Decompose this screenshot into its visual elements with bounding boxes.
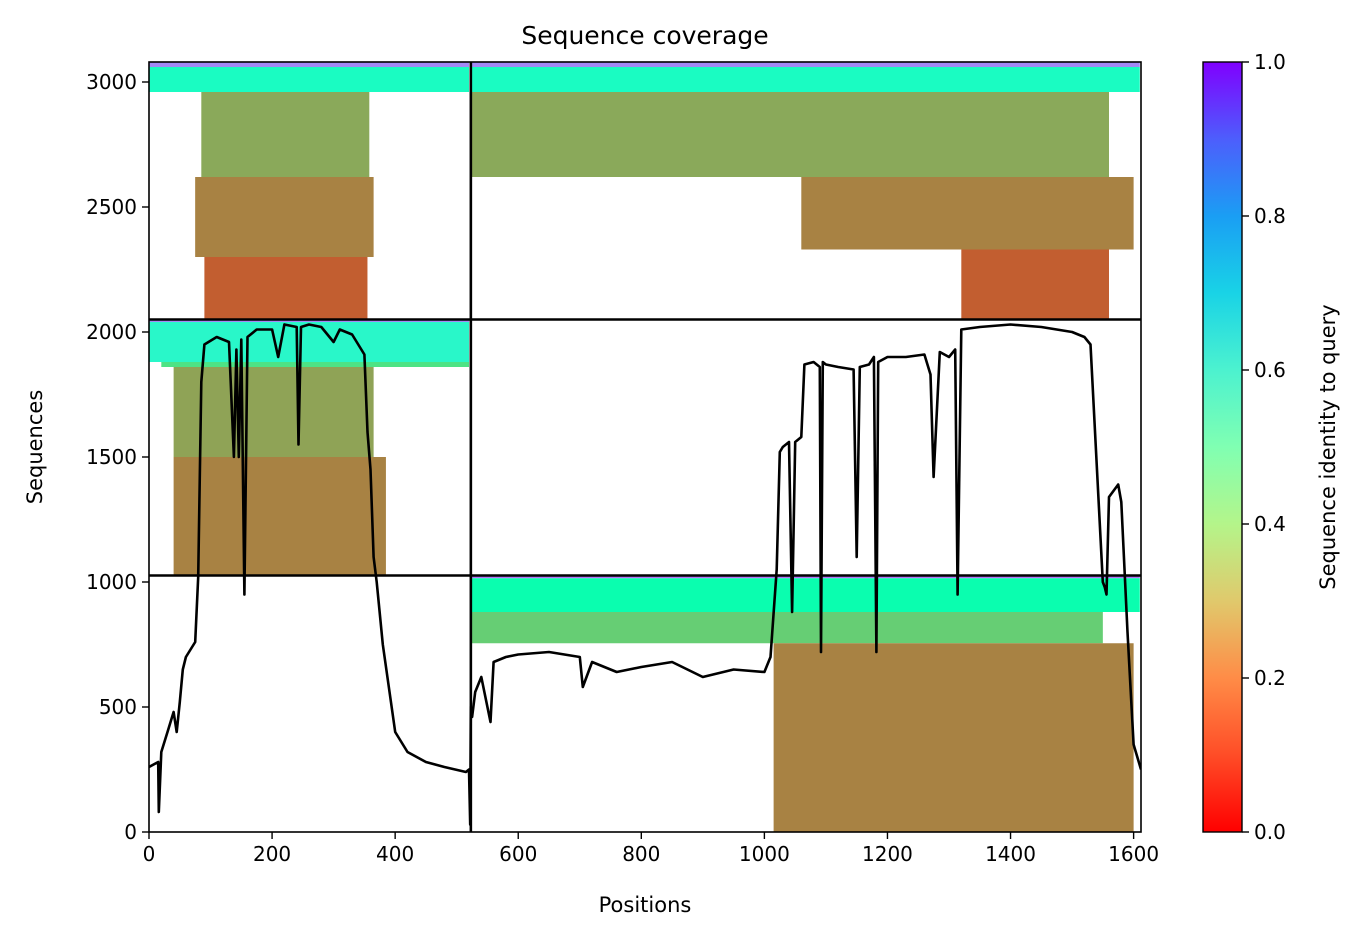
colorbar-tick-label: 0.6 (1254, 358, 1286, 382)
heatmap-band (195, 177, 374, 257)
heatmap-band (470, 575, 1140, 579)
heatmap-band (773, 643, 1134, 832)
heatmap-band (470, 62, 1140, 67)
colorbar-tick-label: 0.0 (1254, 820, 1286, 844)
coverage-line (149, 323, 1141, 826)
x-tick-label: 200 (253, 842, 291, 866)
x-tick-label: 800 (622, 842, 660, 866)
y-tick-label: 1000 (86, 570, 137, 594)
y-tick-label: 0 (124, 820, 137, 844)
heatmap-band (204, 257, 368, 320)
x-tick-label: 400 (376, 842, 414, 866)
heatmap-band (470, 578, 1140, 612)
coverage-line-layer (149, 323, 1141, 826)
y-axis-label: Sequences (23, 390, 47, 505)
heatmap-band (173, 457, 386, 576)
y-tick-label: 3000 (86, 70, 137, 94)
heatmap-band (149, 62, 469, 67)
heatmap-band (801, 177, 1134, 250)
x-tick-label: 1200 (862, 842, 913, 866)
heatmap-band (161, 362, 470, 367)
x-axis-ticks: 0 200 400 600 800 1000 1200 1400 1600 (143, 832, 1159, 866)
heatmap-band (470, 92, 1109, 177)
y-tick-label: 2000 (86, 320, 137, 344)
heatmap-band (173, 367, 374, 457)
heatmap-band (470, 67, 1140, 92)
colorbar-tick-label: 0.2 (1254, 666, 1286, 690)
heatmap-band (149, 67, 469, 92)
x-tick-label: 1000 (739, 842, 790, 866)
heatmap-band (470, 612, 1103, 644)
heatmap-band (149, 322, 469, 362)
block-upper-right (470, 62, 1140, 320)
y-tick-label: 500 (99, 695, 137, 719)
heatmap-band (961, 249, 1109, 320)
y-tick-label: 1500 (86, 445, 137, 469)
block-upper-left (149, 62, 469, 320)
heatmap-band (201, 92, 370, 177)
x-axis-label: Positions (599, 893, 692, 917)
x-tick-label: 1400 (985, 842, 1036, 866)
y-tick-label: 2500 (86, 195, 137, 219)
block-dividers (149, 62, 1141, 832)
colorbar-tick-label: 0.4 (1254, 512, 1286, 536)
x-tick-label: 600 (499, 842, 537, 866)
plot-frame (148, 61, 1142, 833)
coverage-heatmap (149, 62, 1140, 832)
colorbar-ticks: 0.0 0.2 0.4 0.6 0.8 1.0 (1242, 50, 1286, 844)
colorbar (1202, 61, 1243, 833)
chart-title: Sequence coverage (521, 21, 768, 50)
x-tick-label: 1600 (1108, 842, 1159, 866)
colorbar-label: Sequence identity to query (1316, 304, 1340, 589)
colorbar-tick-label: 1.0 (1254, 50, 1286, 74)
colorbar-tick-label: 0.8 (1254, 204, 1286, 228)
block-middle-left (149, 319, 470, 576)
y-axis-ticks: 0 500 1000 1500 2000 2500 3000 (86, 70, 149, 844)
x-tick-label: 0 (143, 842, 156, 866)
block-lower-right (470, 575, 1140, 832)
